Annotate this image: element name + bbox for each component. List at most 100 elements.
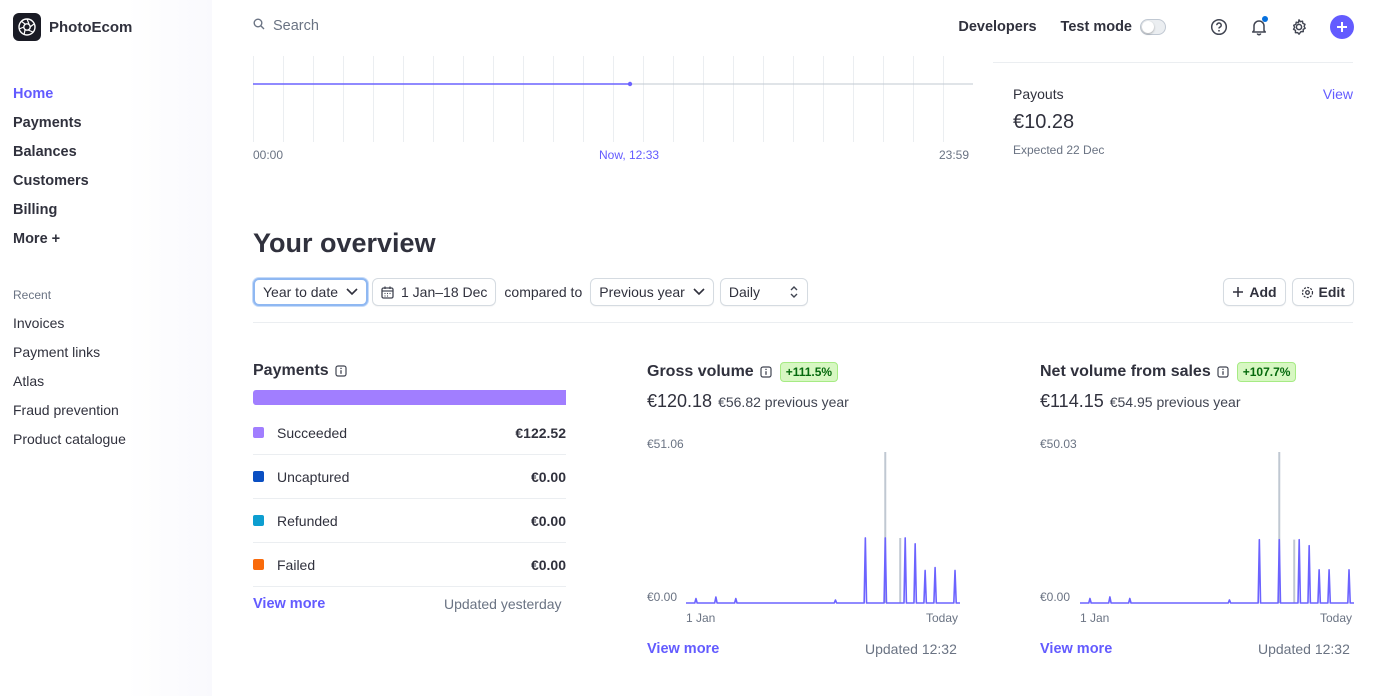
today-chart-now-point: [627, 81, 633, 87]
gross-volume-previous: €56.82 previous year: [718, 394, 849, 410]
payments-row-uncaptured[interactable]: Uncaptured €0.00: [253, 455, 566, 499]
main-nav: Home Payments Balances Customers Billing…: [13, 84, 89, 258]
net-volume-title[interactable]: Net volume from sales +107.7%: [1040, 362, 1297, 382]
brand[interactable]: PhotoEcom: [13, 13, 132, 41]
search-icon: [253, 17, 265, 35]
gross-updated: Updated 12:32: [865, 641, 957, 657]
recent-item-invoices[interactable]: Invoices: [13, 315, 65, 331]
nav-item-more[interactable]: More +: [13, 231, 61, 247]
brand-logo-icon: [13, 13, 41, 41]
chevron-updown-icon: [790, 286, 798, 298]
date-range-label: 1 Jan–18 Dec: [401, 284, 488, 300]
payments-row-refunded[interactable]: Refunded €0.00: [253, 499, 566, 543]
today-volume-chart: [253, 56, 973, 142]
succeeded-dot: [253, 427, 264, 438]
topbar-actions: Developers Test mode: [958, 14, 1354, 40]
test-mode-toggle[interactable]: [1140, 19, 1166, 35]
today-chart-start-label: 00:00: [253, 148, 284, 162]
today-chart-now-label: Now, 12:33: [599, 148, 660, 162]
gross-y-max-label: €51.06: [647, 437, 684, 451]
net-x-start-label: 1 Jan: [1080, 611, 1110, 625]
nav-item-billing[interactable]: Billing: [13, 202, 58, 218]
gross-volume-amount-row: €120.18 €56.82 previous year: [647, 391, 849, 412]
help-icon[interactable]: [1208, 16, 1230, 38]
refunded-dot: [253, 515, 264, 526]
payouts-view-link[interactable]: View: [1322, 86, 1353, 102]
edit-button[interactable]: Edit: [1291, 278, 1354, 306]
row-value: €0.00: [530, 468, 566, 485]
gross-volume-title[interactable]: Gross volume +111.5%: [647, 362, 839, 382]
payments-row-succeeded[interactable]: Succeeded €122.52: [253, 411, 566, 455]
gross-volume-title-text: Gross volume: [647, 363, 754, 380]
chevron-down-icon: [346, 288, 358, 296]
payments-breakdown: Succeeded €122.52 Uncaptured €0.00 Refun…: [253, 411, 566, 587]
gross-volume-amount: €120.18: [647, 391, 713, 411]
info-icon: [334, 365, 347, 377]
developers-link[interactable]: Developers: [958, 19, 1037, 35]
gross-x-start-label: 1 Jan: [686, 611, 716, 625]
failed-dot: [253, 559, 264, 570]
payouts-label: Payouts: [1013, 86, 1064, 102]
row-label: Failed: [277, 556, 316, 573]
notifications-bell-icon[interactable]: [1248, 16, 1270, 38]
notification-dot: [1262, 16, 1268, 22]
recent-item-product-catalogue[interactable]: Product catalogue: [13, 431, 126, 447]
search-bar[interactable]: Search: [253, 17, 319, 35]
payments-card-title-text: Payments: [253, 362, 329, 379]
net-volume-change-badge: +107.7%: [1236, 362, 1297, 382]
gross-view-more-link[interactable]: View more: [647, 641, 720, 657]
compared-to-label: compared to: [504, 284, 583, 300]
search-input[interactable]: Search: [273, 18, 319, 34]
uncaptured-dot: [253, 471, 264, 482]
net-updated: Updated 12:32: [1258, 641, 1350, 657]
test-mode-label: Test mode: [1060, 19, 1132, 35]
nav-item-home[interactable]: Home: [13, 86, 54, 102]
comparison-select-label: Previous year: [599, 284, 685, 300]
net-volume-chart: [1080, 452, 1354, 604]
info-icon: [1217, 366, 1229, 378]
overview-filters: Year to date 1 Jan–18 Dec compared to Pr…: [253, 278, 808, 306]
payouts-panel: Payouts View €10.28 Expected 22 Dec: [993, 62, 1353, 157]
brand-name: PhotoEcom: [49, 18, 133, 36]
nav-item-customers[interactable]: Customers: [13, 173, 89, 189]
range-select[interactable]: Year to date: [253, 278, 368, 306]
row-value: €0.00: [530, 512, 566, 529]
payments-row-failed[interactable]: Failed €0.00: [253, 543, 566, 587]
recent-item-atlas[interactable]: Atlas: [13, 373, 45, 389]
recent-item-fraud-prevention[interactable]: Fraud prevention: [13, 402, 119, 418]
interval-select[interactable]: Daily: [719, 278, 808, 306]
interval-select-label: Daily: [728, 284, 760, 300]
net-volume-previous: €54.95 previous year: [1109, 394, 1241, 410]
range-select-label: Year to date: [263, 284, 338, 300]
date-range-button[interactable]: 1 Jan–18 Dec: [372, 278, 497, 306]
overview-title: Your overview: [253, 228, 436, 258]
net-volume-amount-row: €114.15 €54.95 previous year: [1040, 391, 1241, 412]
recent-item-payment-links[interactable]: Payment links: [13, 344, 101, 360]
settings-gear-icon[interactable]: [1288, 16, 1310, 38]
create-plus-button[interactable]: [1330, 15, 1354, 39]
row-value: €0.00: [530, 556, 566, 573]
row-label: Refunded: [277, 512, 338, 529]
calendar-icon: [381, 286, 394, 299]
today-chart-end-label: 23:59: [939, 148, 970, 162]
net-view-more-link[interactable]: View more: [1040, 641, 1113, 657]
payments-card-title[interactable]: Payments: [253, 362, 347, 380]
row-label: Uncaptured: [277, 468, 350, 485]
nav-item-payments[interactable]: Payments: [13, 115, 82, 131]
nav-item-balances[interactable]: Balances: [13, 144, 77, 160]
comparison-select[interactable]: Previous year: [590, 278, 714, 306]
info-icon: [760, 366, 772, 378]
gross-y-min-label: €0.00: [647, 590, 678, 604]
gross-series-line: [686, 537, 960, 604]
row-value: €122.52: [515, 424, 566, 441]
payouts-expected: Expected 22 Dec: [1013, 143, 1105, 157]
net-series-line: [1080, 538, 1354, 604]
payments-view-more-link[interactable]: View more: [253, 596, 326, 612]
overview-actions: Add Edit: [1217, 278, 1354, 306]
net-y-min-label: €0.00: [1040, 590, 1071, 604]
row-label: Succeeded: [277, 424, 348, 441]
net-y-max-label: €50.03: [1040, 437, 1077, 451]
chevron-down-icon: [693, 288, 705, 296]
plus-icon: [1233, 287, 1244, 297]
add-button[interactable]: Add: [1223, 278, 1286, 306]
